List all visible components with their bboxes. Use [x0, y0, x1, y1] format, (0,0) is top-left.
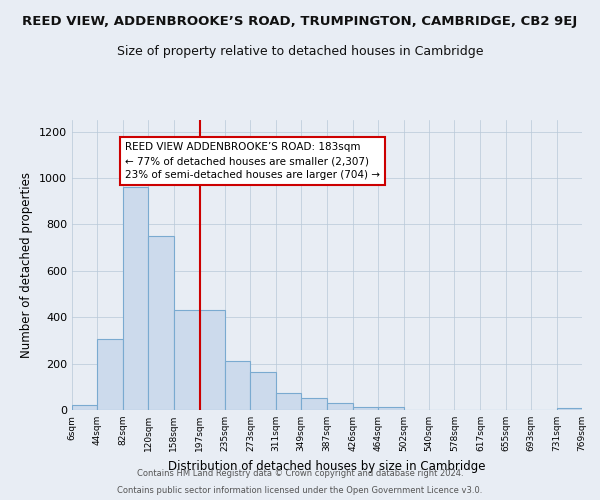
Y-axis label: Number of detached properties: Number of detached properties — [20, 172, 34, 358]
Bar — [97, 339, 123, 410]
Bar — [123, 188, 148, 410]
Text: Contains public sector information licensed under the Open Government Licence v3: Contains public sector information licen… — [118, 486, 482, 495]
Text: REED VIEW ADDENBROOKE’S ROAD: 183sqm
← 77% of detached houses are smaller (2,307: REED VIEW ADDENBROOKE’S ROAD: 183sqm ← 7… — [125, 142, 380, 180]
Bar — [250, 372, 276, 410]
Bar — [301, 398, 326, 410]
Bar — [353, 406, 378, 410]
Bar — [72, 406, 97, 410]
Text: Size of property relative to detached houses in Cambridge: Size of property relative to detached ho… — [117, 45, 483, 58]
Bar — [326, 403, 353, 410]
Text: Contains HM Land Registry data © Crown copyright and database right 2024.: Contains HM Land Registry data © Crown c… — [137, 468, 463, 477]
Text: REED VIEW, ADDENBROOKE’S ROAD, TRUMPINGTON, CAMBRIDGE, CB2 9EJ: REED VIEW, ADDENBROOKE’S ROAD, TRUMPINGT… — [22, 15, 578, 28]
Bar — [378, 406, 404, 410]
Bar — [200, 310, 225, 410]
Bar — [557, 408, 582, 410]
X-axis label: Distribution of detached houses by size in Cambridge: Distribution of detached houses by size … — [168, 460, 486, 472]
Bar — [173, 310, 200, 410]
Bar — [276, 392, 301, 410]
Bar — [225, 362, 250, 410]
Bar — [148, 236, 173, 410]
